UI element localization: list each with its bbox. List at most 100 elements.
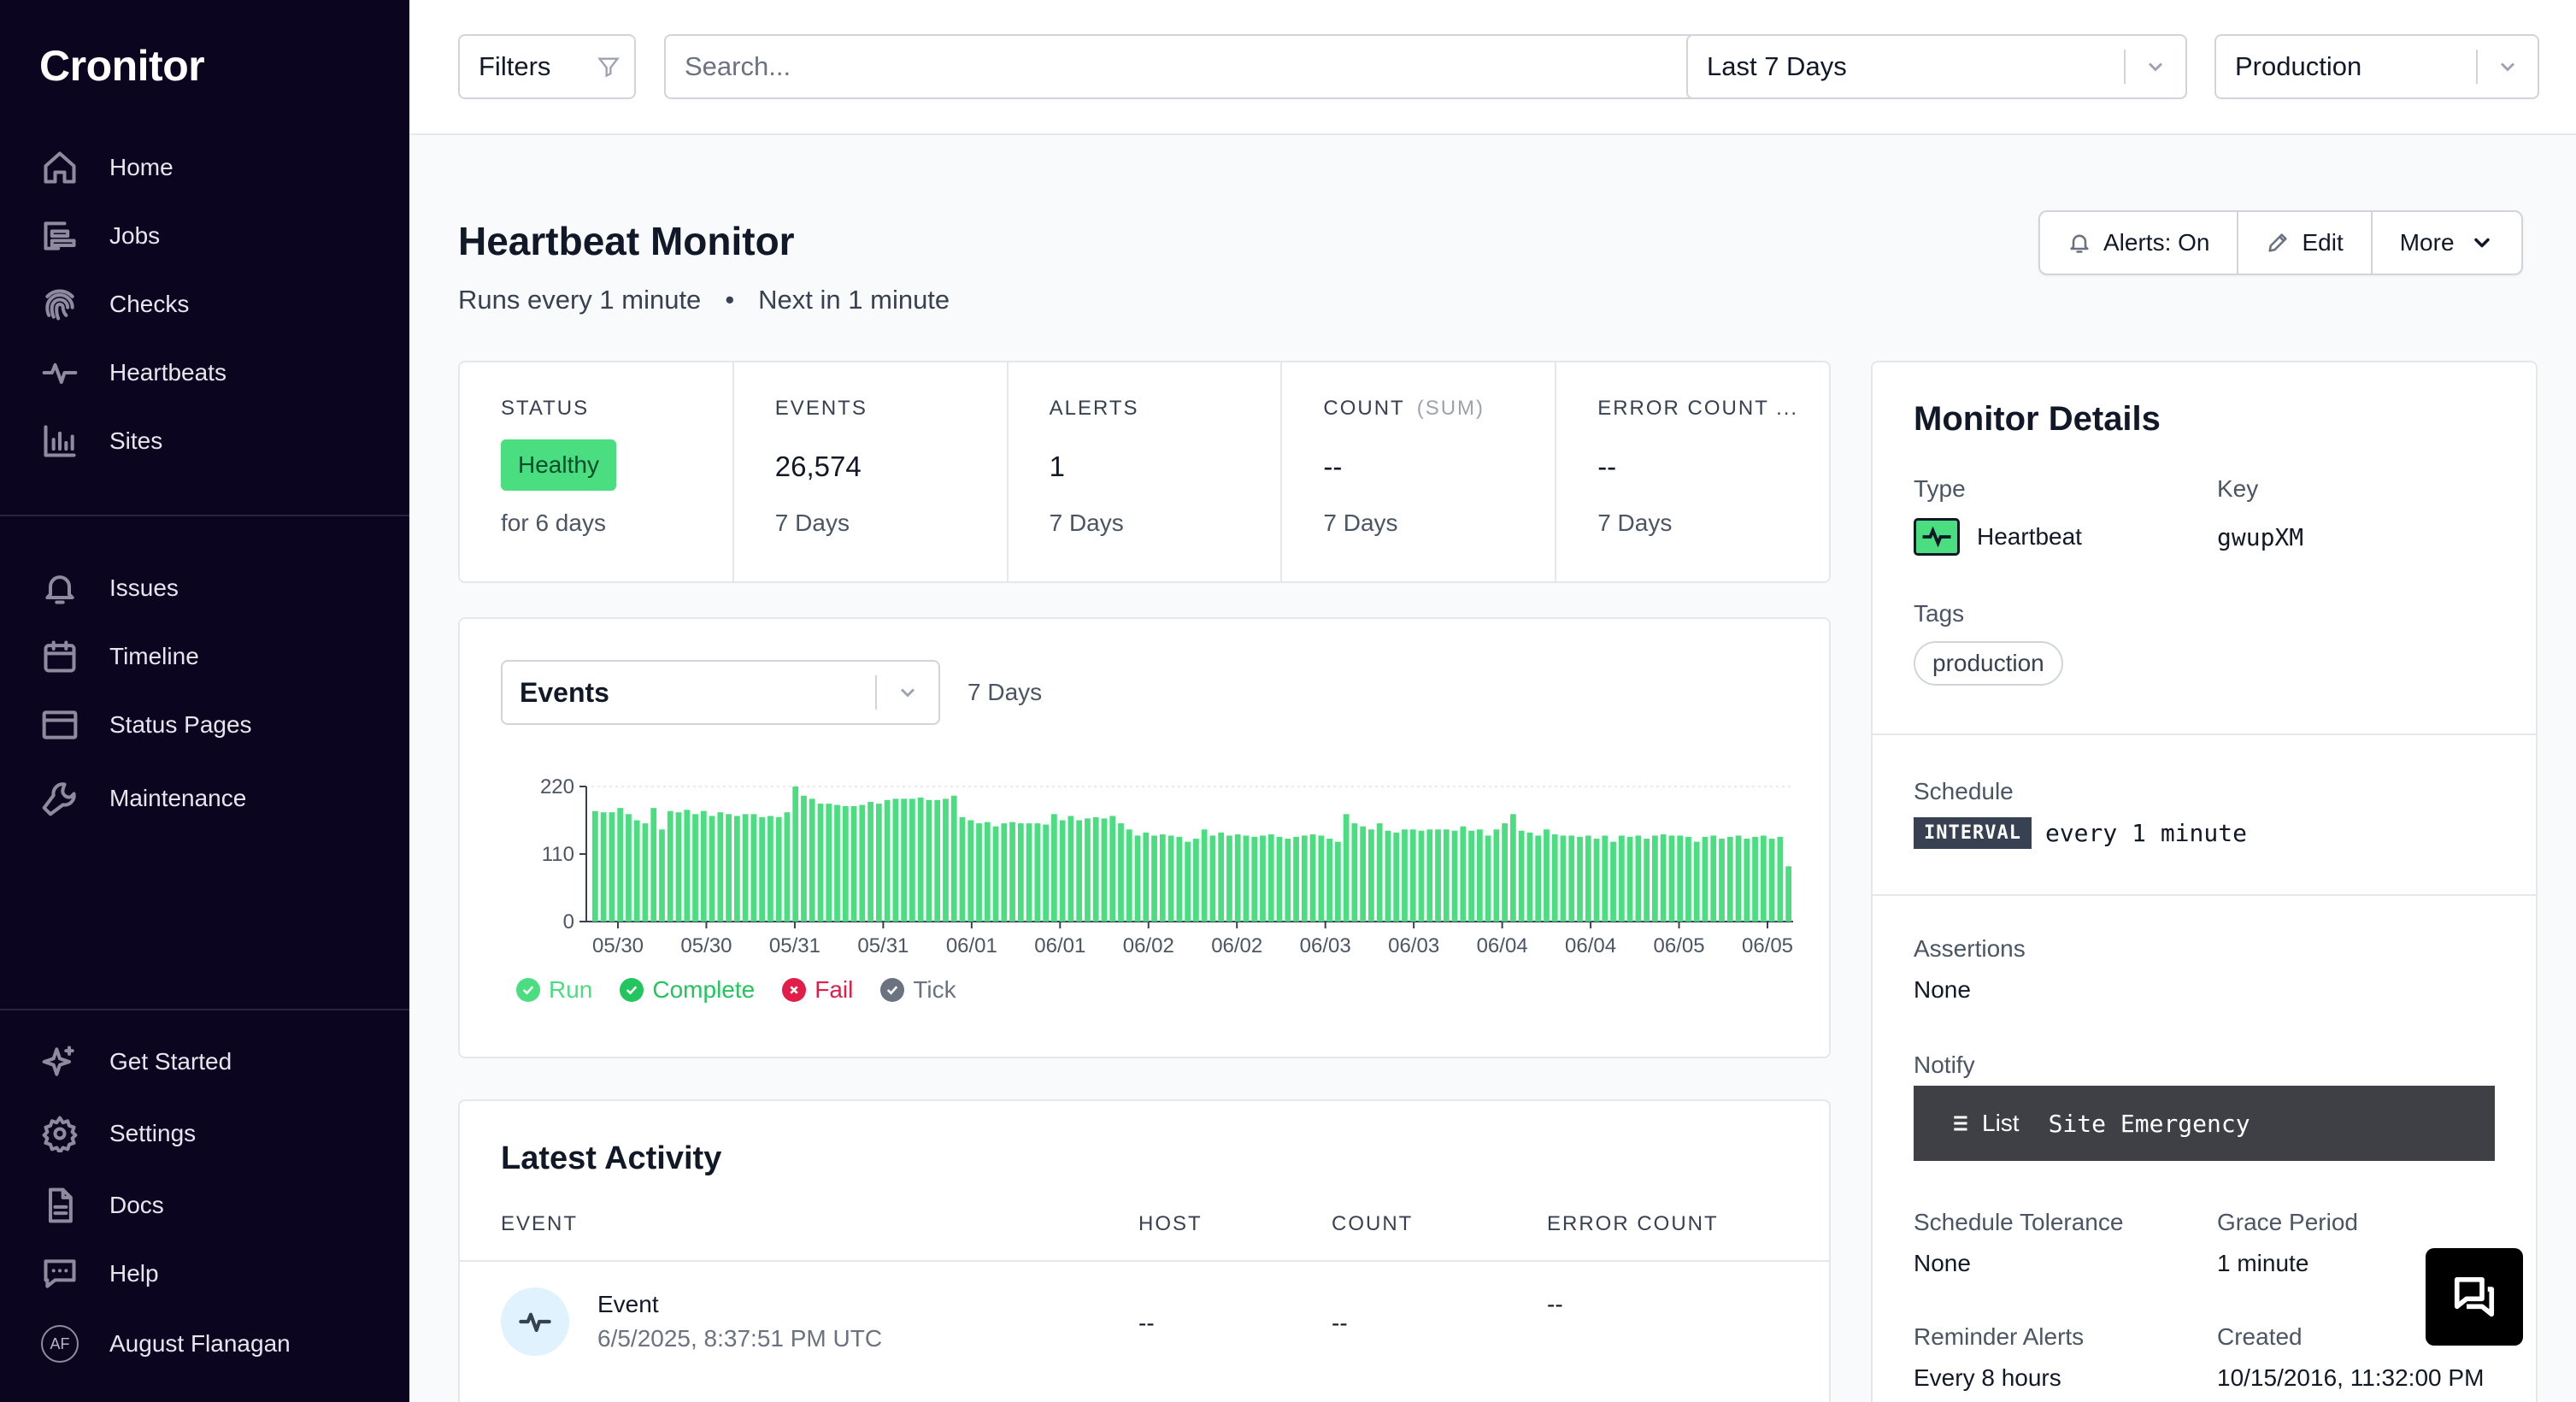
chart-bar[interactable] <box>675 812 682 922</box>
chart-bar[interactable] <box>1293 836 1299 922</box>
chart-bar[interactable] <box>1368 829 1374 922</box>
chart-bar[interactable] <box>1644 839 1650 922</box>
chart-bar[interactable] <box>1209 835 1216 922</box>
chart-bar[interactable] <box>684 810 691 922</box>
chart-bar[interactable] <box>700 810 707 922</box>
sidebar-item-status-pages[interactable]: Status Pages <box>39 699 252 751</box>
chart-bar[interactable] <box>1309 834 1316 922</box>
chart-bar[interactable] <box>1510 814 1516 922</box>
chart-bar[interactable] <box>642 823 649 922</box>
chart-bar[interactable] <box>1635 835 1642 922</box>
chart-bar[interactable] <box>768 816 773 922</box>
chart-bar[interactable] <box>1451 830 1458 922</box>
chart-bar[interactable] <box>950 795 957 922</box>
chart-bar[interactable] <box>1034 823 1041 922</box>
chart-bar[interactable] <box>626 814 632 922</box>
chart-bar[interactable] <box>1026 823 1032 922</box>
chart-bar[interactable] <box>1752 836 1758 922</box>
chart-bar[interactable] <box>1677 835 1684 922</box>
sidebar-item-settings[interactable]: Settings <box>39 1108 196 1159</box>
chart-bar[interactable] <box>1693 841 1700 922</box>
edit-button[interactable]: Edit <box>2237 212 2370 274</box>
chart-bar[interactable] <box>1726 836 1733 922</box>
chart-bar[interactable] <box>934 799 941 922</box>
chart-bar[interactable] <box>792 786 799 922</box>
metric-select[interactable]: Events <box>501 660 940 725</box>
chart-bar[interactable] <box>1402 829 1408 922</box>
chart-bar[interactable] <box>809 798 815 922</box>
chart-bar[interactable] <box>1602 835 1609 922</box>
chart-bar[interactable] <box>1076 820 1083 922</box>
chart-bar[interactable] <box>1326 839 1332 922</box>
chart-bar[interactable] <box>901 798 908 922</box>
chart-bar[interactable] <box>600 812 607 922</box>
chart-bar[interactable] <box>750 814 757 922</box>
cronitor-logo[interactable]: Cronitor <box>39 42 205 90</box>
chart-bar[interactable] <box>1485 835 1491 922</box>
legend-item-fail[interactable]: Fail <box>782 976 853 1004</box>
legend-item-run[interactable]: Run <box>516 976 592 1004</box>
chart-bar[interactable] <box>1493 829 1500 922</box>
chart-bar[interactable] <box>1618 835 1625 922</box>
chart-bar[interactable] <box>967 820 974 922</box>
chart-bar[interactable] <box>884 799 891 922</box>
chart-bar[interactable] <box>1502 823 1509 922</box>
chart-bar[interactable] <box>984 822 991 922</box>
chart-bar[interactable] <box>742 814 749 922</box>
chart-bar[interactable] <box>1777 836 1784 922</box>
chart-bar[interactable] <box>692 814 698 922</box>
chart-bar[interactable] <box>801 795 807 922</box>
chart-bar[interactable] <box>826 804 832 922</box>
chart-bar[interactable] <box>717 812 724 922</box>
chart-bar[interactable] <box>976 823 982 922</box>
chart-bar[interactable] <box>1760 835 1767 922</box>
chart-bar[interactable] <box>1301 835 1308 922</box>
chart-bar[interactable] <box>1318 835 1325 922</box>
chart-bar[interactable] <box>1526 832 1533 922</box>
sidebar-item-heartbeats[interactable]: Heartbeats <box>39 347 226 398</box>
chart-bar[interactable] <box>1476 829 1483 922</box>
chart-bar[interactable] <box>892 798 899 922</box>
sidebar-item-help[interactable]: Help <box>39 1248 159 1299</box>
sidebar-item-jobs[interactable]: Jobs <box>39 210 160 262</box>
chart-bar[interactable] <box>1143 832 1150 922</box>
chart-bar[interactable] <box>1393 832 1400 922</box>
chart-bar[interactable] <box>1652 835 1658 922</box>
chart-bar[interactable] <box>1234 834 1241 922</box>
chart-bar[interactable] <box>842 805 849 922</box>
chart-bar[interactable] <box>1360 826 1367 922</box>
tag-pill[interactable]: production <box>1914 641 2063 686</box>
chart-bar[interactable] <box>1176 836 1183 922</box>
chart-bar[interactable] <box>834 804 840 922</box>
sidebar-item-docs[interactable]: Docs <box>39 1180 164 1231</box>
chart-bar[interactable] <box>817 804 824 922</box>
chart-bar[interactable] <box>1059 820 1066 922</box>
chart-bar[interactable] <box>875 804 882 922</box>
chart-bar[interactable] <box>1343 814 1350 922</box>
chart-bar[interactable] <box>784 812 791 922</box>
chart-bar[interactable] <box>1385 830 1391 922</box>
chart-bar[interactable] <box>1568 835 1575 922</box>
chart-bar[interactable] <box>917 797 924 922</box>
chart-bar[interactable] <box>1719 839 1725 922</box>
more-dropdown-button[interactable]: More <box>2370 212 2521 274</box>
chart-bar[interactable] <box>1744 839 1750 922</box>
chart-bar[interactable] <box>1260 835 1266 922</box>
chart-bar[interactable] <box>1376 823 1383 922</box>
chart-bar[interactable] <box>1577 836 1583 922</box>
chart-bar[interactable] <box>1167 835 1174 922</box>
chart-bar[interactable] <box>1585 835 1591 922</box>
chart-bar[interactable] <box>1768 839 1775 922</box>
chart-bar[interactable] <box>909 798 915 922</box>
chart-bar[interactable] <box>1118 823 1124 922</box>
chart-bar[interactable] <box>1101 818 1108 922</box>
chart-bar[interactable] <box>1460 826 1467 922</box>
chart-bar[interactable] <box>1351 823 1358 922</box>
chart-bar[interactable] <box>1226 835 1232 922</box>
legend-item-complete[interactable]: Complete <box>620 976 755 1004</box>
search-input[interactable]: Search... <box>685 51 791 81</box>
chart-bar[interactable] <box>1518 830 1525 922</box>
monitor-key[interactable]: gwupXM <box>2217 523 2304 551</box>
chart-bar[interactable] <box>1017 823 1024 922</box>
chart-bar[interactable] <box>859 804 866 922</box>
